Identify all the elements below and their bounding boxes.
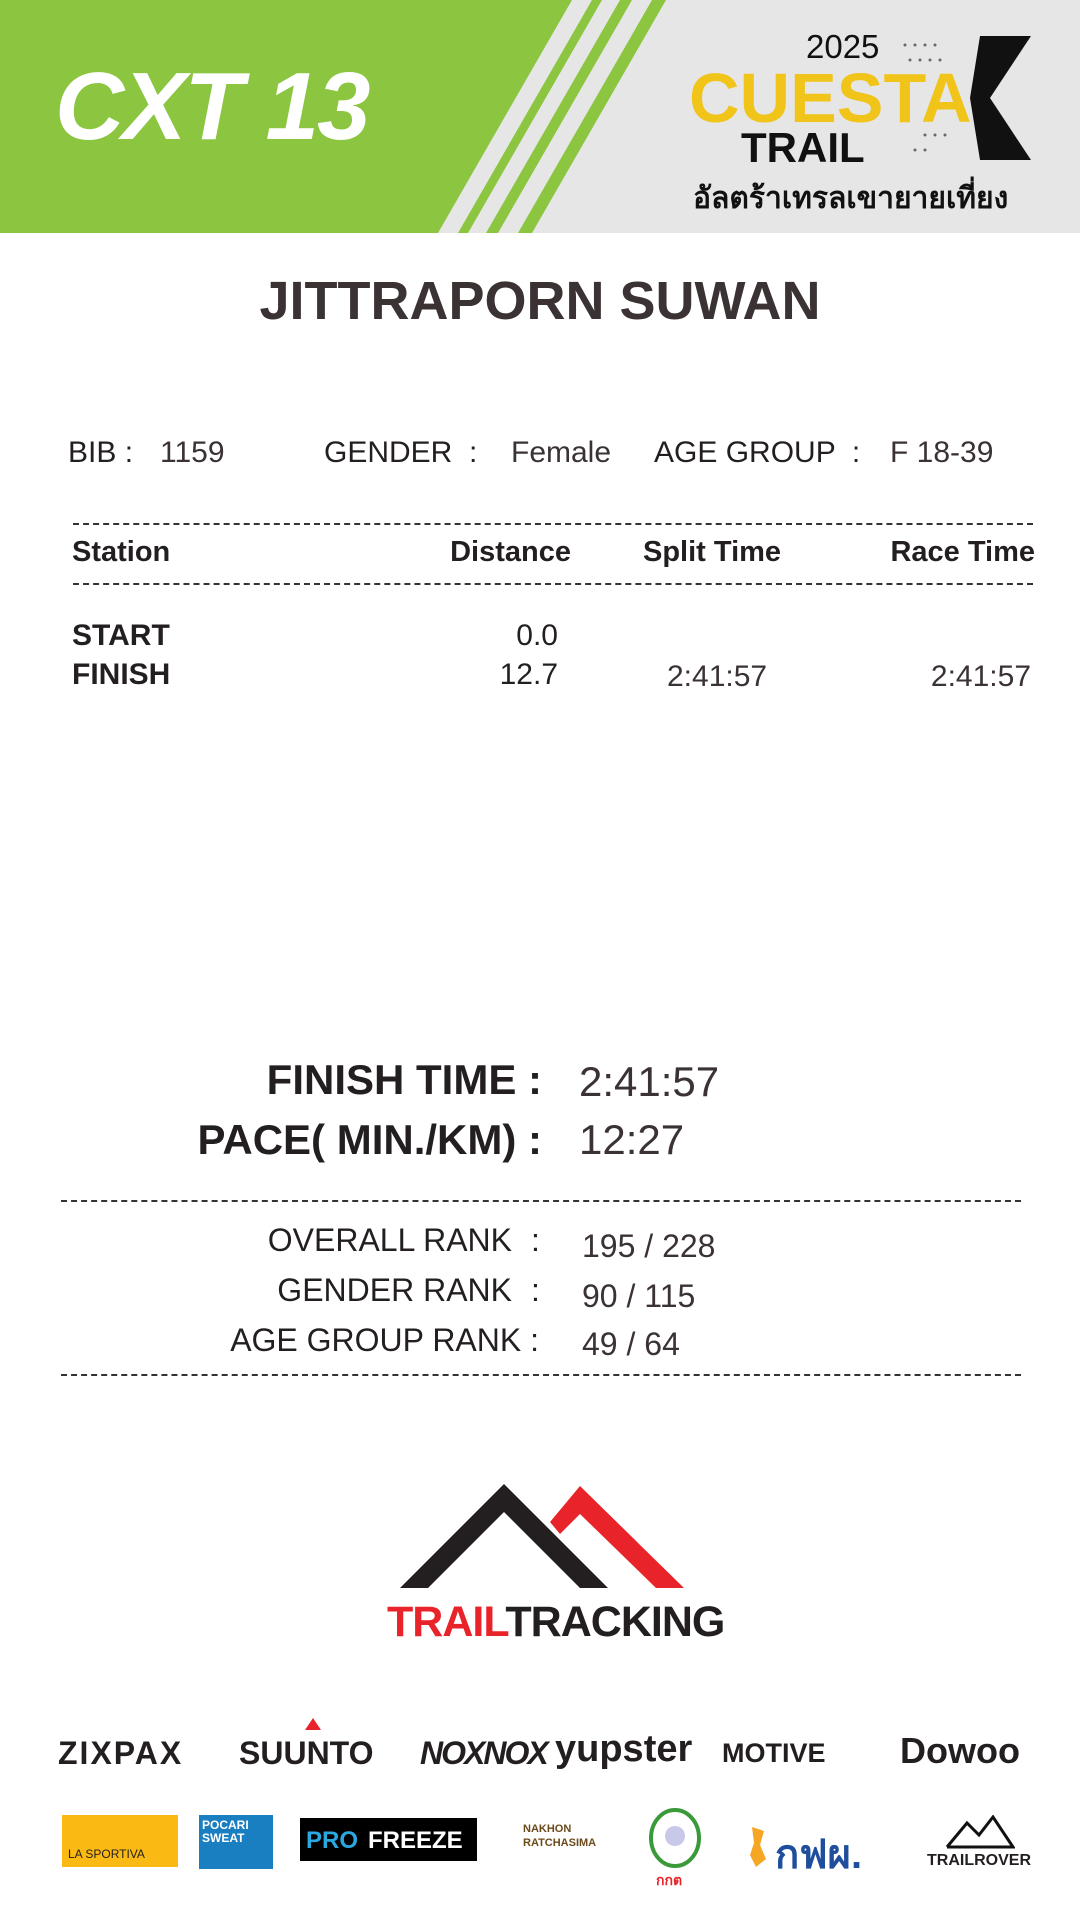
station-name: START bbox=[72, 619, 170, 652]
station-distance: 0.0 bbox=[516, 619, 558, 652]
sponsor-logo-nakhon-ratchasima: NAKHON RATCHASIMA bbox=[523, 1823, 597, 1849]
gender-rank-colon: : bbox=[531, 1272, 540, 1308]
finish-time-value: 2:41:57 bbox=[579, 1058, 720, 1105]
finish-time-label: FINISH TIME : bbox=[266, 1056, 542, 1103]
divider bbox=[73, 523, 1033, 525]
pace-value: 12:27 bbox=[579, 1116, 685, 1163]
sponsor-logo-la-sportiva: LA SPORTIVA bbox=[62, 1815, 178, 1867]
header-banner: CXT 13 2025 CUESTA TRAIL อัลตร้าเทรลเขาย… bbox=[0, 0, 1080, 233]
bib-value: 1159 bbox=[160, 436, 225, 469]
sponsor-logo-yupster: yupster bbox=[555, 1728, 693, 1770]
gender-rank-value: 90 / 115 bbox=[582, 1278, 696, 1314]
sponsor-logo-pocari: POCARI SWEAT bbox=[199, 1815, 273, 1869]
gender-value: Female bbox=[511, 436, 612, 469]
divider bbox=[73, 583, 1033, 585]
age-group-label: AGE GROUP : bbox=[654, 436, 861, 469]
sponsor-logo-dowoo: Dowoo bbox=[900, 1730, 1020, 1771]
trailrover-mountain-icon bbox=[945, 1815, 1015, 1849]
header-background bbox=[0, 0, 1031, 233]
overall-rank-colon: : bbox=[531, 1222, 540, 1258]
pace-label: PACE( MIN./KM) : bbox=[197, 1116, 542, 1163]
col-header-split: Split Time bbox=[643, 536, 782, 568]
sponsor-logo-motive: MOTIVE bbox=[722, 1738, 826, 1768]
station-distance: 12.7 bbox=[499, 658, 558, 691]
overall-rank-label: OVERALL RANK bbox=[267, 1222, 512, 1258]
sponsor-logo-trailrover: TRAILROVER bbox=[927, 1852, 1031, 1869]
gender-label: GENDER : bbox=[324, 436, 478, 469]
race-time: 2:41:57 bbox=[930, 660, 1031, 693]
runner-name: JITTRAPORN SUWAN bbox=[259, 271, 821, 331]
sponsor-logo-profreeze: PRO FREEZE bbox=[300, 1818, 477, 1861]
x-mark-icon bbox=[970, 36, 1031, 160]
col-header-distance: Distance bbox=[450, 536, 571, 568]
trailtracking-logo-part2: TRACKING bbox=[505, 1598, 725, 1646]
age-group-value: F 18-39 bbox=[890, 436, 994, 469]
emblem-icon bbox=[649, 1808, 701, 1868]
divider bbox=[61, 1374, 1021, 1376]
event-year: 2025 bbox=[806, 28, 880, 65]
overall-rank-value: 195 / 228 bbox=[582, 1228, 716, 1264]
age-group-rank-value: 49 / 64 bbox=[582, 1326, 680, 1362]
cxt-logo: CXT 13 bbox=[55, 53, 370, 160]
split-time: 2:41:57 bbox=[667, 660, 768, 693]
trailtracking-logo-text: TRAILTRACKING bbox=[387, 1598, 725, 1647]
sponsor-logo-suunto: SUUNTO bbox=[239, 1735, 374, 1771]
divider bbox=[61, 1200, 1021, 1202]
suunto-triangle-icon bbox=[305, 1718, 321, 1730]
station-name: FINISH bbox=[72, 658, 171, 691]
event-brand-sub: TRAIL bbox=[741, 124, 865, 171]
bib-label: BIB : bbox=[68, 436, 134, 469]
sponsor-logo-egat: กฟผ. bbox=[775, 1833, 863, 1877]
gender-rank-label: GENDER RANK bbox=[277, 1272, 512, 1308]
thailand-map-icon bbox=[750, 1827, 766, 1867]
event-thai-tagline: อัลตร้าเทรลเขายายเที่ยง bbox=[693, 182, 1009, 215]
col-header-station: Station bbox=[72, 536, 171, 568]
sponsor-logo-zixpax: ZIXPAX bbox=[58, 1735, 184, 1771]
age-group-rank-label: AGE GROUP RANK : bbox=[230, 1322, 539, 1358]
trailtracking-mountain-icon bbox=[400, 1484, 684, 1588]
event-brand: CUESTA bbox=[689, 59, 972, 137]
sponsor-logo-noxnox: NOXNOX bbox=[420, 1735, 549, 1771]
trailtracking-logo-part1: TRAIL bbox=[387, 1598, 506, 1646]
col-header-race: Race Time bbox=[890, 536, 1035, 568]
sponsor-logo-election-commission: กกต bbox=[656, 1872, 683, 1888]
